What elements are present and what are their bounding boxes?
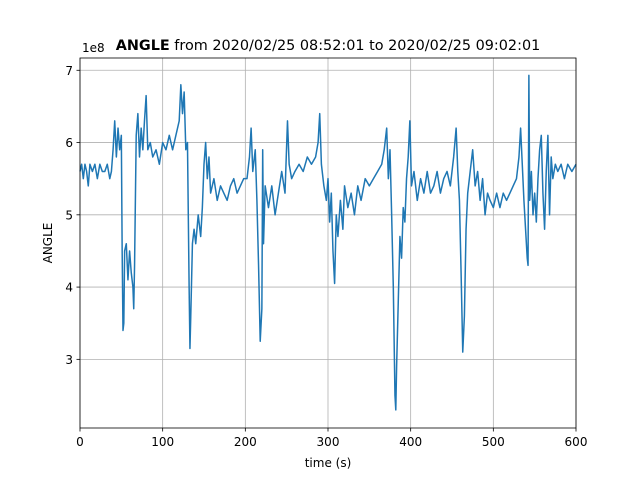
chart-title: ANGLE from 2020/02/25 08:52:01 to 2020/0…: [116, 38, 541, 54]
y-tick-label: 5: [65, 208, 73, 222]
offset-text: 1e8: [82, 41, 105, 55]
y-tick-label: 3: [65, 353, 73, 367]
data-line: [79, 74, 577, 411]
x-tick-label: 500: [482, 435, 505, 449]
title-range: from 2020/02/25 08:52:01 to 2020/02/25 0…: [174, 38, 540, 54]
y-tick-label: 6: [65, 136, 73, 150]
x-tick-label: 300: [317, 435, 340, 449]
title-variable: ANGLE: [116, 38, 170, 54]
x-tick-label: 600: [565, 435, 588, 449]
plot-area: [79, 74, 577, 411]
ticks: 0 100 200 300 400 500 600 3 4 5 6 7: [65, 64, 587, 449]
x-tick-label: 100: [151, 435, 174, 449]
x-tick-label: 200: [234, 435, 257, 449]
y-tick-label: 7: [65, 64, 73, 78]
x-axis-label: time (s): [305, 456, 352, 470]
y-tick-label: 4: [65, 281, 73, 295]
x-tick-label: 400: [399, 435, 422, 449]
y-axis-label: ANGLE: [41, 223, 55, 264]
x-tick-label: 0: [76, 435, 84, 449]
